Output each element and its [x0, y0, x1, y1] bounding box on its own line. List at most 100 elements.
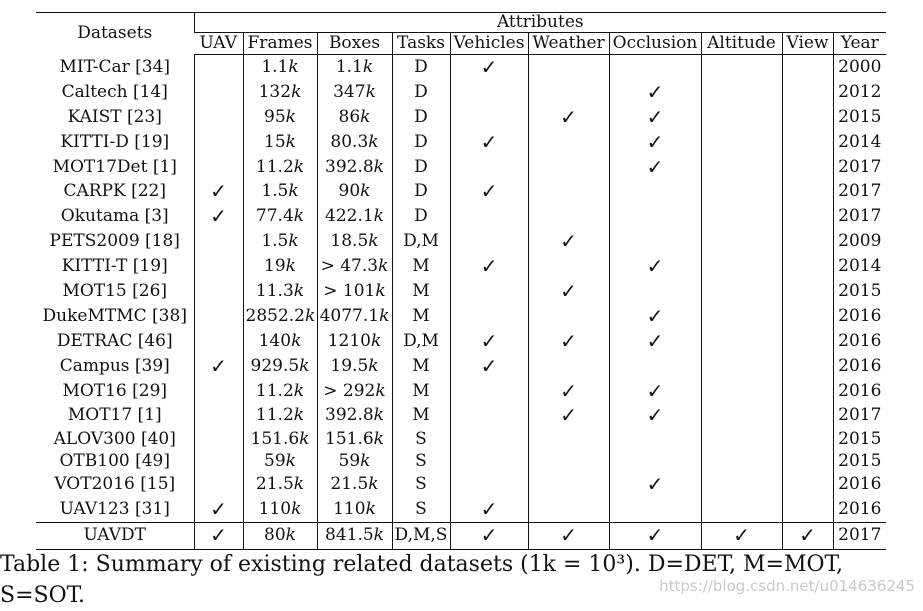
frames-cell: 1.5k — [242, 179, 317, 205]
unit-suffix: k — [375, 280, 386, 301]
dataset-name-cell: Campus [39] — [59, 355, 170, 376]
frames-value: 95 — [264, 106, 286, 127]
vehicles-cell: ✓ — [449, 328, 528, 354]
table-row-own-dataset: UAVDT ✓ 80k 841.5k D,M,S ✓ ✓ ✓ ✓ ✓ 2017 — [36, 521, 887, 550]
tasks-cell: D,M — [391, 229, 450, 255]
vehicles-cell — [449, 403, 528, 429]
table-row: DukeMTMC [38] 2852.2k 4077.1k M ✓ 2016 — [36, 303, 887, 329]
occlusion-cell: ✓ — [608, 154, 701, 180]
column-header-uav: UAV — [194, 32, 243, 55]
vehicles-cell — [449, 428, 528, 451]
checkmark-icon: ✓ — [210, 179, 227, 204]
table-caption: Table 1: Summary of existing related dat… — [0, 549, 923, 611]
unit-suffix: k — [362, 56, 374, 77]
vehicles-cell: ✓ — [449, 54, 528, 80]
frames-cell: 1.1k — [242, 54, 317, 80]
boxes-cell: 86k — [316, 104, 392, 130]
table-row: ALOV300 [40] 151.6k 151.6k S 2015 — [36, 428, 887, 451]
boxes-value: > 47.3 — [320, 256, 379, 277]
view-cell — [781, 79, 833, 105]
uav-cell: ✓ — [193, 179, 243, 205]
boxes-cell: > 47.3k — [316, 254, 392, 280]
occlusion-cell — [608, 204, 701, 230]
frames-value: 15 — [264, 131, 286, 152]
view-cell — [781, 471, 833, 497]
unit-suffix: k — [368, 131, 379, 152]
dataset-name-cell: UAV123 [31] — [59, 498, 170, 519]
checkmark-icon: ✓ — [560, 378, 577, 403]
view-cell — [781, 54, 833, 80]
weather-cell — [527, 353, 609, 379]
frames-value: 11.2 — [255, 380, 294, 401]
dataset-name-cell: MOT17 [1] — [67, 405, 162, 426]
altitude-cell — [700, 54, 782, 80]
uav-cell: ✓ — [193, 496, 243, 523]
unit-suffix: k — [375, 380, 386, 401]
year-cell: 2017 — [832, 154, 887, 180]
table-row: PETS2009 [18] 1.5k 18.5k D,M ✓ 2009 — [36, 229, 887, 255]
frames-cell: 1.5k — [242, 229, 317, 255]
uav-cell — [193, 229, 243, 255]
column-header-tasks: Tasks — [391, 32, 450, 55]
vehicles-cell — [449, 303, 528, 329]
unit-suffix: k — [288, 231, 299, 252]
frames-value: 21.5 — [255, 473, 294, 494]
frames-cell: 11.2k — [242, 378, 317, 404]
uav-cell — [193, 154, 243, 180]
unit-suffix: k — [373, 428, 384, 449]
tasks-cell: D — [391, 54, 450, 80]
frames-cell: 77.4k — [242, 204, 317, 230]
tasks-cell: M — [391, 353, 450, 379]
unit-suffix: k — [293, 280, 305, 301]
unit-suffix: k — [285, 131, 296, 152]
vehicles-cell: ✓ — [449, 254, 528, 280]
checkmark-icon: ✓ — [646, 378, 664, 403]
table-row: Okutama [3] ✓ 77.4k 422.1k D 2017 — [36, 204, 887, 230]
year-cell: 2016 — [832, 496, 887, 523]
unit-suffix: k — [368, 473, 379, 494]
occlusion-cell — [608, 428, 701, 451]
boxes-value: > 101 — [323, 280, 376, 301]
boxes-value: 110 — [333, 498, 366, 519]
frames-cell: 95k — [242, 104, 317, 130]
boxes-value: 151.6 — [325, 428, 374, 449]
table-row: OTB100 [49] 59k 59k S 2015 — [36, 450, 887, 472]
boxes-value: 90 — [338, 181, 361, 202]
view-cell — [781, 428, 833, 451]
boxes-cell: 151.6k — [316, 428, 392, 451]
unit-suffix: k — [291, 81, 302, 102]
frames-value: 110 — [258, 498, 292, 519]
boxes-cell: 392.8k — [316, 154, 392, 180]
table-row: Caltech [14] 132k 347k D ✓ 2012 — [36, 79, 887, 105]
view-cell — [781, 204, 833, 230]
view-cell: ✓ — [781, 521, 833, 550]
checkmark-icon: ✓ — [560, 229, 577, 254]
unit-suffix: k — [370, 330, 382, 351]
uav-cell: ✓ — [193, 353, 243, 379]
vehicles-cell: ✓ — [449, 179, 528, 205]
column-header-occlusion: Occlusion — [608, 32, 701, 55]
dataset-name-cell: PETS2009 [18] — [49, 231, 180, 252]
occlusion-cell: ✓ — [608, 129, 701, 155]
frames-cell: 19k — [242, 254, 317, 280]
unit-suffix: k — [373, 156, 384, 177]
uav-cell — [193, 378, 243, 404]
boxes-cell: 19.5k — [316, 353, 392, 379]
checkmark-icon: ✓ — [480, 523, 498, 548]
tasks-cell: M — [391, 378, 450, 404]
frames-value: 1.5 — [261, 181, 289, 202]
column-header-frames: Frames — [242, 32, 317, 55]
unit-suffix: k — [288, 56, 299, 77]
tasks-cell: S — [391, 496, 450, 523]
view-cell — [781, 303, 833, 329]
weather-cell: ✓ — [527, 328, 609, 354]
table-row: DETRAC [46] 140k 1210k D,M ✓ ✓ ✓ 2016 — [36, 328, 887, 354]
checkmark-icon: ✓ — [480, 179, 498, 204]
weather-cell — [527, 450, 609, 472]
checkmark-icon: ✓ — [560, 523, 577, 548]
checkmark-icon: ✓ — [560, 279, 577, 303]
boxes-cell: 422.1k — [316, 204, 392, 230]
weather-cell — [527, 79, 609, 105]
unit-suffix: k — [288, 181, 299, 202]
weather-cell: ✓ — [527, 229, 609, 255]
